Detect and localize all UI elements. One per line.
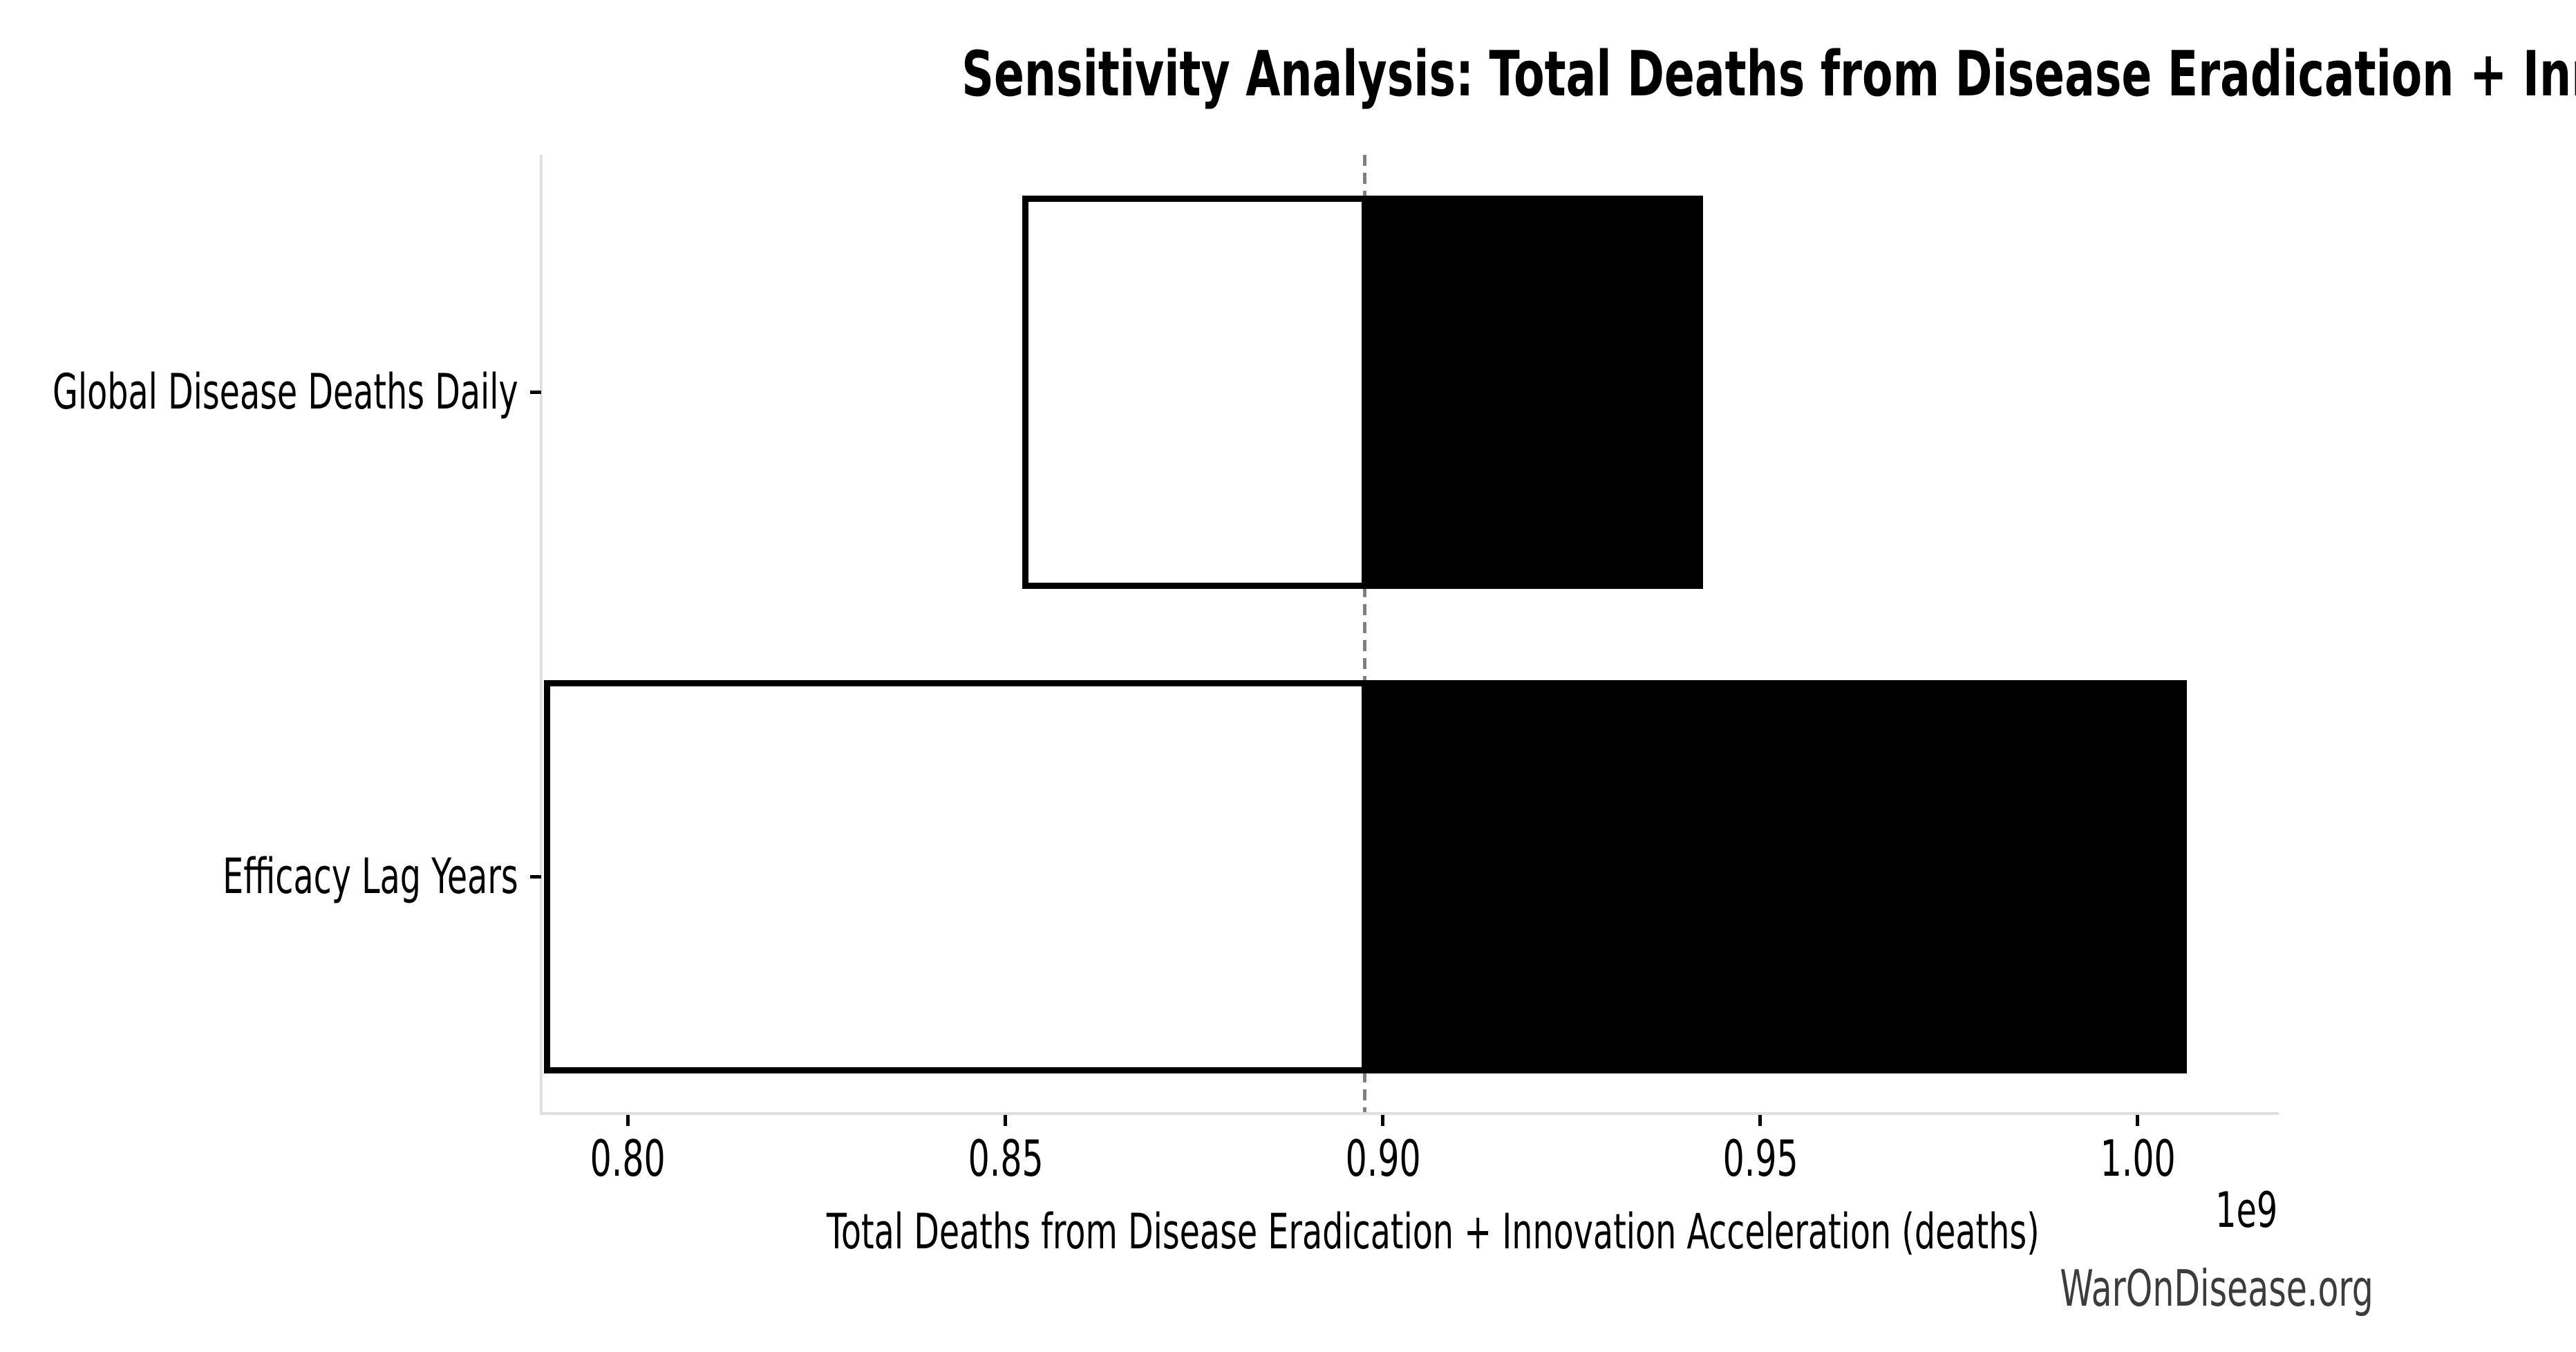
- chart-title: Sensitivity Analysis: Total Deaths from …: [961, 38, 2576, 111]
- x-tick-label-text: 1.00: [2100, 1129, 2176, 1187]
- x-tick: [1004, 1115, 1008, 1126]
- x-tick-label: 1.00: [2000, 1134, 2276, 1183]
- bar-low-segment-1: [544, 679, 1369, 1073]
- x-tick-label-text: 0.90: [1345, 1129, 1421, 1187]
- x-tick-label: 0.95: [1622, 1134, 1899, 1183]
- x-axis-title-row: Total Deaths from Disease Eradication + …: [541, 1204, 2277, 1260]
- watermark: WarOnDisease.org: [2060, 1259, 2373, 1317]
- y-axis-spine: [540, 155, 543, 1115]
- y-axis-label-global-disease-deaths-daily: Global Disease Deaths Daily: [53, 364, 518, 420]
- x-tick-label-text: 0.80: [590, 1129, 666, 1187]
- x-tick-label: 0.80: [490, 1134, 767, 1183]
- y-axis-label-efficacy-lag-years: Efficacy Lag Years: [223, 848, 518, 905]
- bar-low-segment-0: [1022, 196, 1369, 589]
- x-tick-label: 0.90: [1245, 1134, 1521, 1183]
- x-tick: [1381, 1115, 1385, 1126]
- x-tick: [626, 1115, 630, 1126]
- x-tick: [2136, 1115, 2140, 1126]
- chart-title-row: Sensitivity Analysis: Total Deaths from …: [541, 40, 2576, 109]
- x-tick-label: 0.85: [867, 1134, 1144, 1183]
- bar-high-segment-0: [1362, 196, 1703, 589]
- x-axis-offset-label: 1e9: [2215, 1182, 2277, 1239]
- x-axis-title: Total Deaths from Disease Eradication + …: [826, 1203, 2040, 1260]
- baseline-dashed-line: [1363, 155, 1367, 1112]
- x-tick: [1758, 1115, 1762, 1126]
- x-tick-label-text: 0.85: [968, 1129, 1044, 1187]
- y-tick: [530, 874, 541, 879]
- x-axis-spine: [540, 1112, 2279, 1115]
- plot-area: [530, 155, 2279, 1126]
- bar-high-segment-1: [1362, 679, 2188, 1073]
- y-tick: [530, 391, 541, 394]
- x-tick-label-text: 0.95: [1722, 1129, 1798, 1187]
